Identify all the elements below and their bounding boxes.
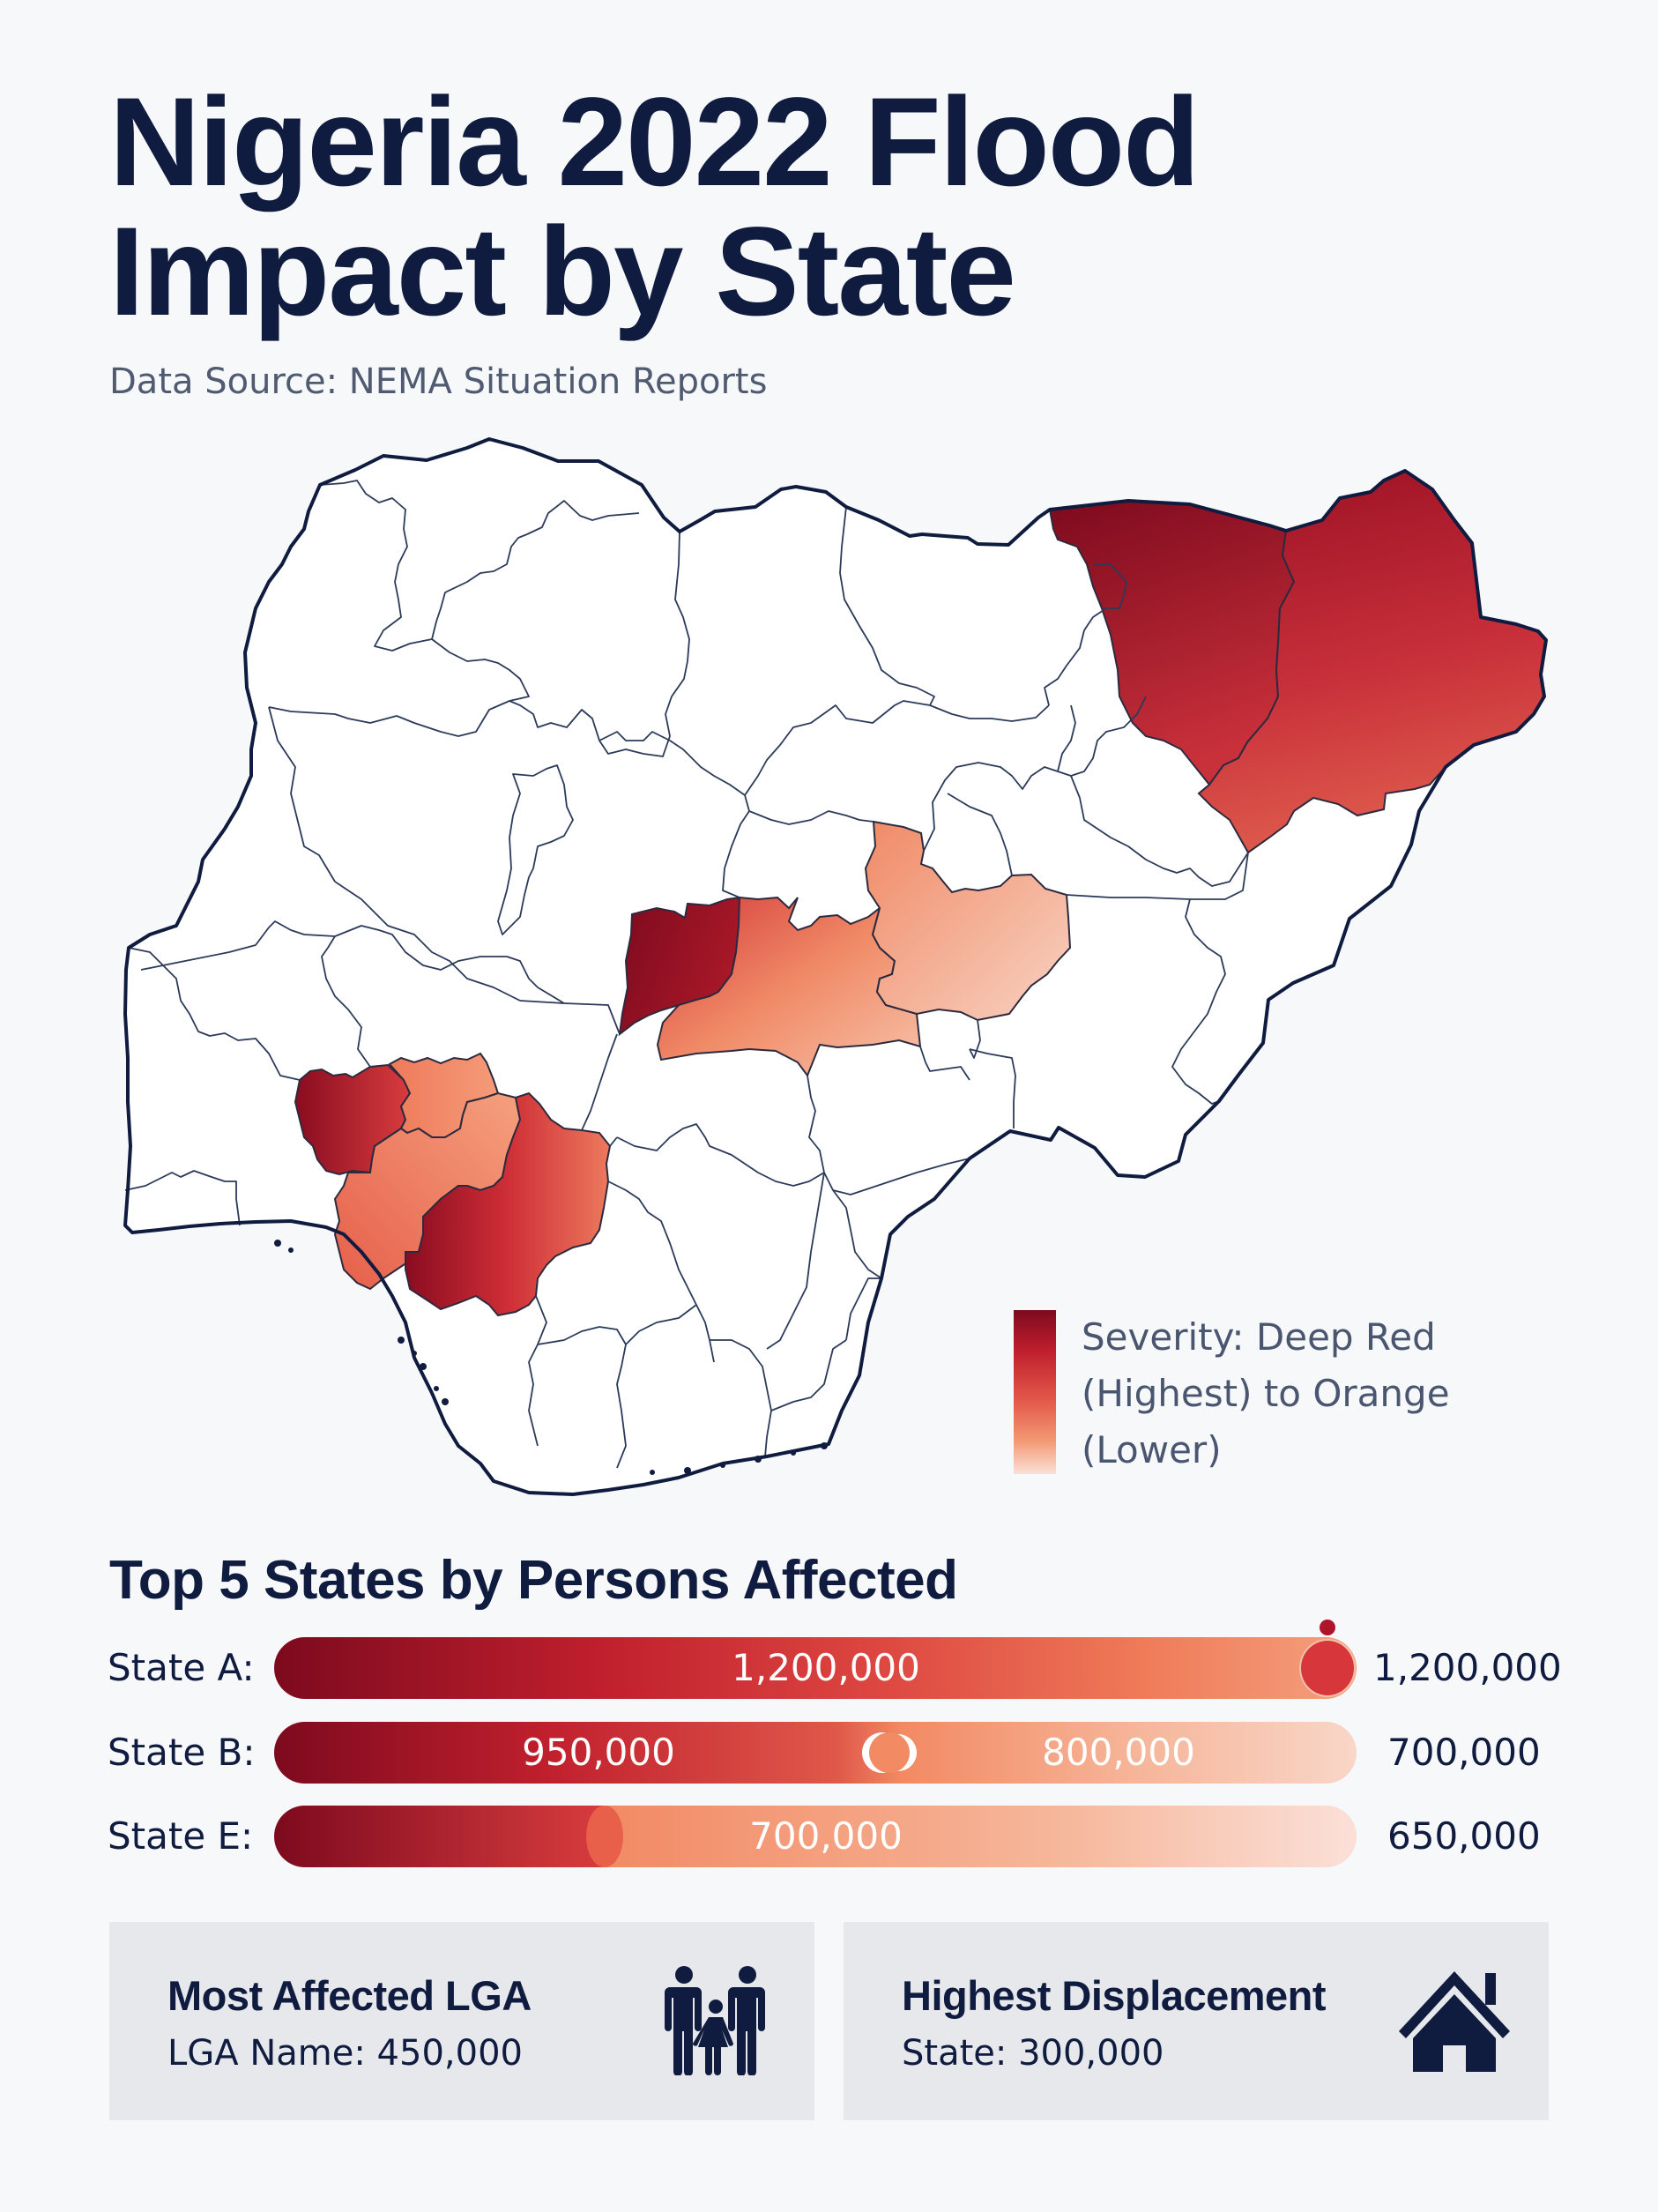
bar-end-dot [1320,1620,1335,1635]
state-central-light [864,820,1072,1022]
bar-value-label: 1,200,000 [1373,1646,1562,1689]
card-value: LGA Name: 450,000 [167,2033,523,2074]
crescent-marker [869,1732,910,1773]
bar-value-label: 700,000 [1387,1731,1541,1774]
card-title: Most Affected LGA [167,1972,532,2019]
coastal-islands [274,1240,828,1475]
most-affected-lga-card: Most Affected LGA LGA Name: 450,000 [109,1922,814,2120]
title-line-1: Nigeria 2022 Flood [109,72,1200,212]
bar-track: 700,000 [274,1806,1357,1867]
state-borders [124,480,1249,1469]
data-source-subtitle: Data Source: NEMA Situation Reports [109,361,768,402]
card-value: State: 300,000 [902,2033,1164,2074]
bar-value-label: 650,000 [1387,1814,1541,1858]
bar-fill [274,1806,605,1867]
bar-track: 1,200,000 [274,1637,1357,1699]
house-icon [1399,1971,1510,2072]
bar-inner-label: 1,200,000 [732,1646,920,1689]
bar-remainder [605,1806,1357,1867]
state-sw-4 [405,1091,612,1317]
bar-inner-label: 950,000 [522,1731,675,1774]
bar-inner-label: 700,000 [749,1814,903,1858]
family-icon [665,1966,765,2075]
nigeria-choropleth-map [123,437,1548,1496]
bar-category-label: State E: [108,1814,254,1858]
bar-category-label: State B: [108,1731,256,1774]
chart-title: Top 5 States by Persons Affected [109,1550,958,1611]
bar-track: 950,000 800,000 [274,1722,1357,1784]
bar-inner-label: 800,000 [1042,1731,1195,1774]
highest-displacement-card: Highest Displacement State: 300,000 [844,1922,1549,2120]
bar-end-marker [1299,1639,1356,1697]
severity-legend-gradient [1014,1310,1056,1474]
bar-knob [586,1806,623,1867]
bar-category-label: State A: [108,1646,255,1689]
page-title: Nigeria 2022 Flood Impact by State [109,72,1200,342]
card-title: Highest Displacement [902,1972,1327,2019]
title-line-2: Impact by State [109,202,1016,342]
severity-legend-text: Severity: Deep Red (Highest) to Orange (… [1082,1315,1450,1471]
country-outline [123,437,1548,1496]
